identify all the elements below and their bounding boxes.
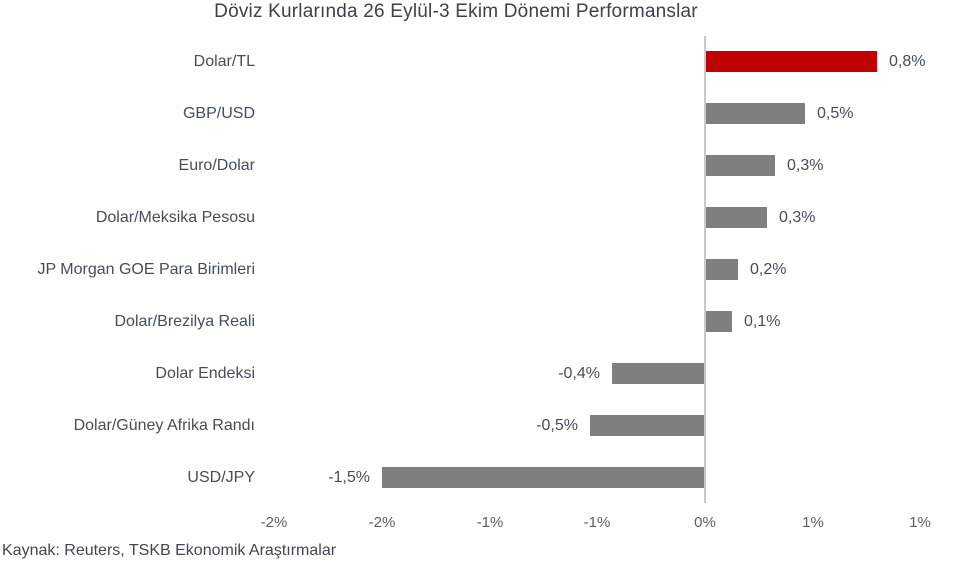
category-label: Euro/Dolar — [178, 157, 255, 174]
value-label: 0,5% — [817, 105, 854, 122]
value-bar — [705, 311, 732, 332]
value-label: 0,8% — [889, 53, 926, 70]
x-tick-label: -2% — [368, 514, 396, 531]
value-bar — [705, 155, 775, 176]
value-label: -1,5% — [328, 469, 370, 486]
x-tick-label: -1% — [476, 514, 504, 531]
x-tick-label: 1% — [909, 514, 931, 531]
zero-baseline — [704, 36, 706, 503]
value-label: 0,2% — [750, 261, 787, 278]
value-label: 0,3% — [787, 157, 824, 174]
category-label: Dolar/Güney Afrika Randı — [73, 417, 255, 434]
source-note: Kaynak: Reuters, TSKB Ekonomik Araştırma… — [2, 542, 337, 559]
x-tick-label: 0% — [694, 514, 716, 531]
value-bar — [705, 51, 877, 72]
category-label: GBP/USD — [182, 105, 255, 122]
x-tick-label: -1% — [583, 514, 611, 531]
chart-title: Döviz Kurlarında 26 Eylül-3 Ekim Dönemi … — [214, 1, 698, 22]
x-tick-label: -2% — [260, 514, 288, 531]
x-tick-label: 1% — [802, 514, 824, 531]
value-bar — [612, 363, 705, 384]
value-bar — [705, 103, 805, 124]
category-label: JP Morgan GOE Para Birimleri — [37, 261, 255, 278]
value-bar — [705, 259, 738, 280]
value-label: 0,3% — [779, 209, 816, 226]
value-bar — [590, 415, 705, 436]
category-label: Dolar/Meksika Pesosu — [95, 209, 255, 226]
category-label: Dolar/TL — [193, 53, 255, 70]
value-bar — [705, 207, 767, 228]
value-bar — [382, 467, 705, 488]
value-label: 0,1% — [744, 313, 781, 330]
category-label: USD/JPY — [187, 469, 255, 486]
category-label: Dolar/Brezilya Reali — [114, 313, 256, 330]
value-label: -0,5% — [536, 417, 578, 434]
value-label: -0,4% — [558, 365, 600, 382]
category-label: Dolar Endeksi — [155, 365, 255, 382]
